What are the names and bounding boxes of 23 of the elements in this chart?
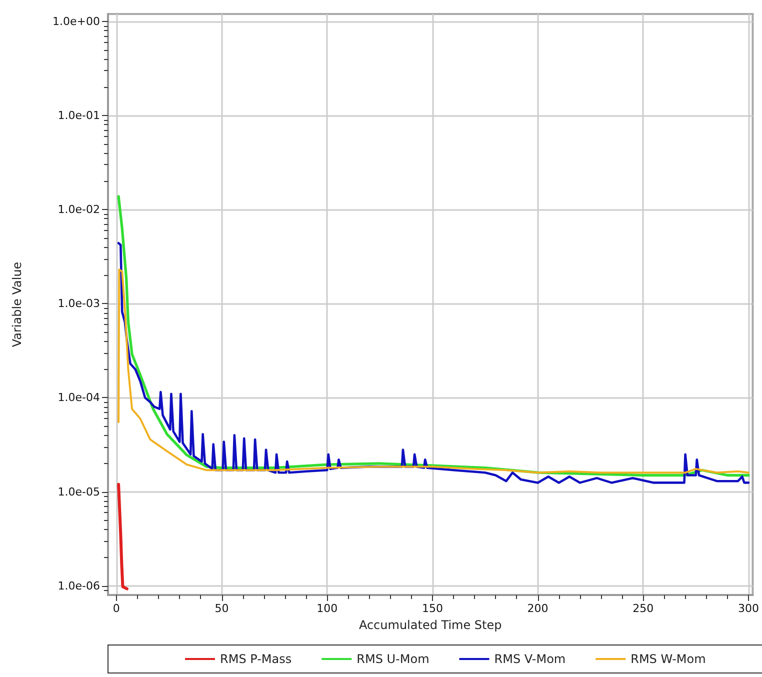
x-axis-title: Accumulated Time Step	[358, 618, 502, 632]
y-tick-label: 1.0e-04	[58, 391, 100, 404]
x-tick-label: 200	[527, 602, 548, 615]
x-tick-label: 50	[214, 602, 229, 615]
line-series	[117, 242, 750, 484]
x-tick-label: 250	[632, 602, 654, 615]
x-tick-label: 100	[316, 602, 338, 615]
y-tick-label: 1.0e+00	[52, 14, 100, 28]
y-axis-title: Variable Value	[10, 262, 24, 348]
y-tick-label: 1.0e-02	[58, 203, 100, 216]
y-tick-label: 1.0e-03	[58, 297, 100, 310]
legend-label: RMS P-Mass	[220, 652, 292, 666]
y-tick-label: 1.0e-06	[58, 579, 100, 592]
legend-label: RMS U-Mom	[356, 652, 430, 666]
y-tick-label: 1.0e-01	[58, 109, 100, 122]
line-series	[117, 482, 128, 590]
y-tick-label: 1.0e-05	[58, 485, 100, 498]
legend-label: RMS W-Mom	[630, 652, 706, 666]
x-tick-label: 150	[422, 602, 443, 615]
x-tick-label: 300	[738, 602, 759, 615]
legend-label: RMS V-Mom	[494, 652, 566, 666]
x-tick-label: 0	[112, 602, 120, 615]
line-series	[118, 268, 750, 474]
